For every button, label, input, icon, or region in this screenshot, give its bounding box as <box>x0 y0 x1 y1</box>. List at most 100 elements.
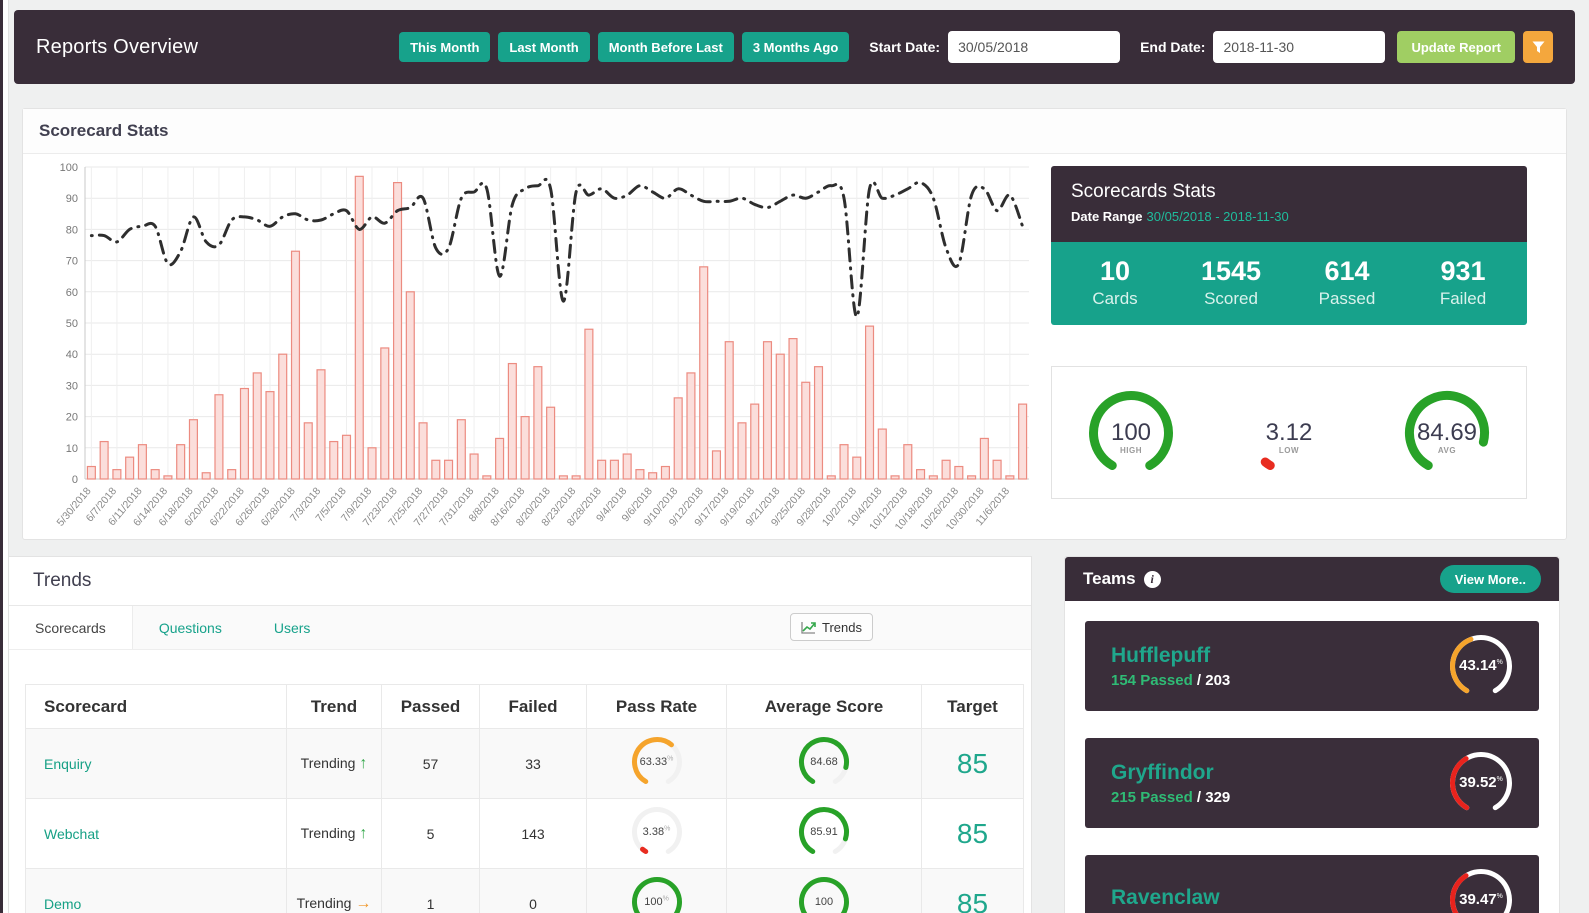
column-header-passed: Passed <box>381 684 480 729</box>
failed-cell: 33 <box>479 728 587 799</box>
svg-text:0: 0 <box>72 474 78 486</box>
tab-scorecards[interactable]: Scorecards <box>9 606 133 649</box>
quick-button-last-month[interactable]: Last Month <box>498 32 590 62</box>
pass-rate-cell: 100% <box>586 868 727 913</box>
svg-text:30: 30 <box>66 380 78 392</box>
gauge: 100 HIGH <box>1088 390 1174 476</box>
gauge-arc <box>631 877 682 913</box>
team-info: Hufflepuff 154 Passed / 203 <box>1111 644 1449 689</box>
column-header-pass-rate: Pass Rate <box>586 684 727 729</box>
teams-header: Teams i View More.. <box>1065 557 1559 601</box>
column-header-target: Target <box>921 684 1024 729</box>
scorecard-link[interactable]: Demo <box>44 895 82 912</box>
end-date-label: End Date: <box>1140 39 1206 55</box>
gauge-arc <box>1260 456 1275 470</box>
gauge-label: AVG <box>1437 445 1457 455</box>
scorecard-stats-title: Scorecard Stats <box>23 109 1566 154</box>
scorecard-stats-panel: Scorecard Stats 0 10 20 30 40 50 60 70 80 90 100 5/… <box>22 108 1567 540</box>
column-header-scorecard: Scorecard <box>25 684 287 729</box>
update-report-button[interactable]: Update Report <box>1397 31 1515 63</box>
gauge-arc <box>1450 869 1512 913</box>
team-name[interactable]: Hufflepuff <box>1111 643 1211 667</box>
start-date-input[interactable] <box>948 31 1121 63</box>
svg-text:70: 70 <box>66 256 78 268</box>
filter-button[interactable] <box>1523 31 1553 63</box>
stat-label: Failed <box>1439 289 1487 308</box>
team-gauge: 39.47% <box>1449 868 1513 913</box>
summary-gauge-low: 3.12 LOW <box>1210 390 1368 476</box>
view-more-button[interactable]: View More.. <box>1439 565 1541 593</box>
average-score-cell: 84.68 <box>726 728 922 799</box>
trend-cell: Trending → <box>286 868 382 913</box>
table-row-webchat: Webchat Trending ↑ 5 143 3.38% 85.91 85 <box>25 798 1024 869</box>
tab-questions[interactable]: Questions <box>158 619 222 636</box>
column-header-failed: Failed <box>479 684 587 729</box>
svg-text:90: 90 <box>66 193 78 205</box>
summary-gauge-avg: 84.69 AVG <box>1368 390 1526 476</box>
gauge-arc <box>1089 390 1173 470</box>
trend-cell: Trending ↑ <box>286 728 382 799</box>
table-header-row: Scorecard Trend Passed Failed Pass Rate Avera… <box>25 684 1024 729</box>
scorecards-table: Scorecard Trend Passed Failed Pass Rate Avera… <box>25 684 1024 913</box>
quick-button-this-month[interactable]: This Month <box>399 32 491 62</box>
trending-right-icon: → <box>355 894 372 912</box>
teams-title: Teams <box>1083 569 1136 588</box>
svg-text:5/30/2018: 5/30/2018 <box>54 485 93 529</box>
gauge-arc <box>799 877 849 913</box>
pass-rate-value: 63.33% <box>639 755 674 769</box>
column-header-average-score: Average Score <box>726 684 922 729</box>
failed-cell: 143 <box>479 798 587 869</box>
team-name[interactable]: Gryffindor <box>1111 760 1214 784</box>
collapsed-sidebar <box>0 0 9 913</box>
pass-rate-value: 3.38% <box>642 825 671 839</box>
stat-value: 1545 <box>1200 256 1262 286</box>
gauge-label: HIGH <box>1120 445 1142 455</box>
average-score-value: 100 <box>814 895 834 908</box>
gauge-arc <box>631 737 682 784</box>
scorecard-chart: 0 10 20 30 40 50 60 70 80 90 100 5/30/2018 6/7/2018 6… <box>39 157 1049 533</box>
quick-button-3-months-ago[interactable]: 3 Months Ago <box>741 32 850 62</box>
reports-header: Reports Overview This Month Last Month Mon… <box>14 10 1575 84</box>
pass-rate-value: 100% <box>644 895 669 909</box>
gauge-value: 84.69 <box>1416 418 1478 446</box>
average-score-cell: 85.91 <box>726 798 922 869</box>
target-cell: 85 <box>921 798 1024 869</box>
funnel-icon <box>1532 41 1544 53</box>
average-score-value: 84.68 <box>810 755 838 768</box>
passed-cell: 57 <box>381 728 480 799</box>
trends-chart-button[interactable]: Trends <box>790 613 873 641</box>
table-row-enquiry: Enquiry Trending ↑ 57 33 63.33% 84.68 85 <box>25 728 1024 799</box>
end-date-input[interactable] <box>1213 31 1386 63</box>
start-date-label: Start Date: <box>869 39 941 55</box>
team-percent: 43.14% <box>1459 657 1503 675</box>
stat-value: 10 <box>1099 256 1131 286</box>
team-card-hufflepuff: Hufflepuff 154 Passed / 203 43.14% <box>1085 621 1539 711</box>
quick-buttons: This Month Last Month Month Before Last 3 M… <box>399 32 850 62</box>
team-info: Ravenclaw <box>1111 886 1449 913</box>
team-percent: 39.47% <box>1459 891 1503 909</box>
quick-button-month-before-last[interactable]: Month Before Last <box>597 32 734 62</box>
stat-label: Scored <box>1204 289 1258 308</box>
stat-failed: 931 Failed <box>1405 256 1521 309</box>
trends-tabs: Scorecards Questions Users Trends <box>9 606 1031 650</box>
gauge-arc <box>1450 752 1512 811</box>
trend-cell: Trending ↑ <box>286 798 382 869</box>
info-icon[interactable]: i <box>1143 570 1161 588</box>
target-cell: 85 <box>921 868 1024 913</box>
scorecard-link[interactable]: Enquiry <box>44 755 92 772</box>
summary-gauges: 100 HIGH 3.12 LOW 84.69 AVG <box>1051 366 1527 499</box>
stat-label: Passed <box>1318 289 1376 308</box>
team-passed: 215 Passed / 329 <box>1111 788 1231 806</box>
trends-title: Trends <box>9 557 1031 606</box>
svg-text:50: 50 <box>66 318 78 330</box>
tab-users[interactable]: Users <box>273 619 311 636</box>
stats-card-title: Scorecards Stats <box>1071 181 1216 202</box>
gauge-arc <box>1450 635 1512 694</box>
gauge-value: 3.12 <box>1265 418 1313 446</box>
team-gauge: 39.52% <box>1449 751 1513 815</box>
scorecard-link[interactable]: Webchat <box>44 825 99 842</box>
team-name[interactable]: Ravenclaw <box>1111 886 1220 909</box>
date-range-value: 30/05/2018 - 2018-11-30 <box>1146 209 1289 224</box>
gauge: 84.69 AVG <box>1404 390 1490 476</box>
team-card-ravenclaw: Ravenclaw 39.47% <box>1085 855 1539 913</box>
